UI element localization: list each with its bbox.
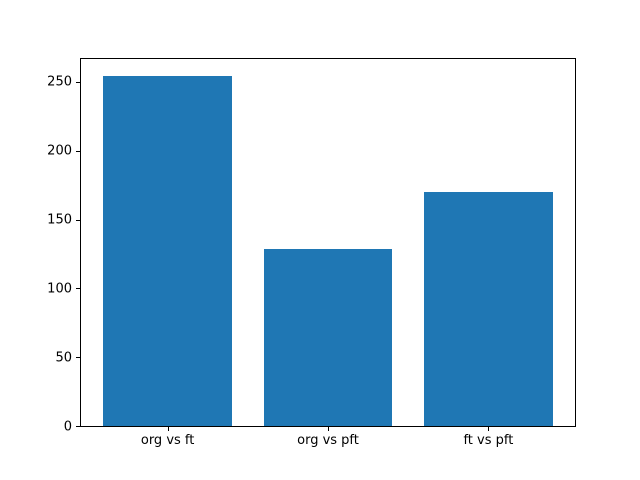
bar-org-vs-ft bbox=[103, 76, 232, 426]
x-tick-mark bbox=[488, 427, 490, 431]
y-tick-label: 100 bbox=[47, 281, 72, 297]
plot-area bbox=[80, 58, 576, 427]
y-tick-mark bbox=[76, 426, 80, 427]
bar-org-vs-pft bbox=[263, 248, 393, 426]
x-tick-mark bbox=[328, 427, 329, 431]
bar-ft-vs-pft bbox=[424, 192, 553, 426]
y-tick-label: 250 bbox=[47, 74, 72, 90]
y-tick-label: 200 bbox=[47, 143, 72, 159]
x-tick-label: ft vs pft bbox=[463, 433, 514, 448]
y-tick-label: 0 bbox=[63, 419, 72, 434]
y-tick-label: 50 bbox=[55, 350, 72, 366]
y-tick-mark bbox=[76, 150, 80, 152]
y-tick-mark bbox=[76, 357, 80, 359]
x-tick-label: org vs pft bbox=[297, 433, 359, 448]
x-tick-mark bbox=[167, 427, 169, 431]
x-tick-label: org vs ft bbox=[140, 433, 195, 448]
y-tick-mark bbox=[76, 81, 80, 83]
y-tick-mark bbox=[76, 288, 80, 290]
y-tick-label: 150 bbox=[47, 212, 72, 228]
y-tick-mark bbox=[76, 219, 80, 221]
